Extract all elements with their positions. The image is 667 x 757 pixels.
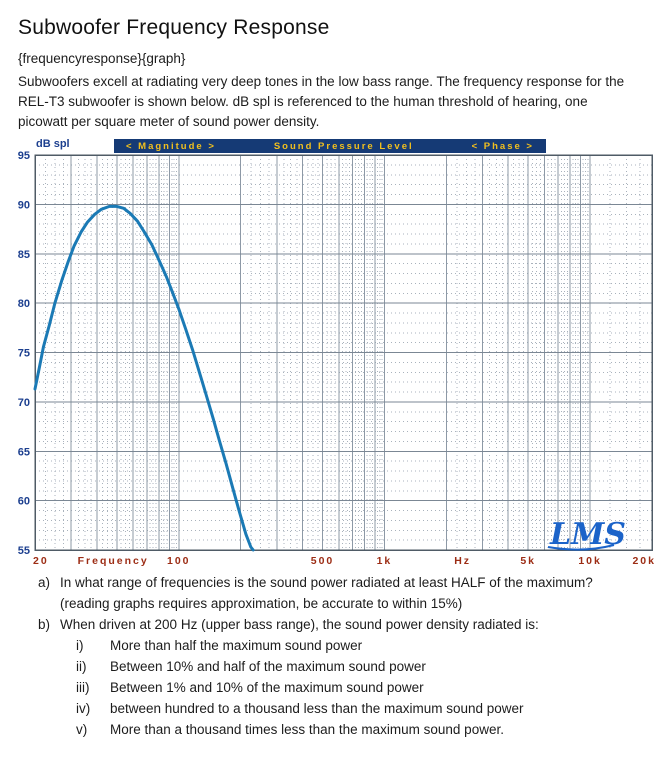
x-tick-label: Frequency bbox=[78, 555, 149, 567]
option-iv-text: between hundred to a thousand less than … bbox=[110, 701, 524, 716]
question-b-label: b) bbox=[38, 617, 51, 632]
y-tick-label: 95 bbox=[18, 150, 30, 162]
y-tick-label: 85 bbox=[18, 249, 30, 261]
phase-toggle: < Phase > bbox=[471, 140, 534, 152]
y-tick-label: 90 bbox=[18, 199, 30, 211]
x-tick-label: 1k bbox=[377, 555, 393, 567]
option-iv: iv) between hundred to a thousand less t… bbox=[76, 698, 618, 719]
x-tick-label: 500 bbox=[311, 555, 335, 567]
option-v: v) More than a thousand times less than … bbox=[76, 719, 618, 740]
y-tick-label: 70 bbox=[18, 397, 30, 409]
option-iii: iii) Between 1% and 10% of the maximum s… bbox=[76, 677, 618, 698]
lms-logo-underline bbox=[547, 544, 615, 551]
x-tick-label: 10k bbox=[578, 555, 602, 567]
option-ii: ii) Between 10% and half of the maximum … bbox=[76, 656, 618, 677]
option-i: i) More than half the maximum sound powe… bbox=[76, 635, 618, 656]
graph-title: Sound Pressure Level bbox=[273, 140, 414, 152]
page-title: Subwoofer Frequency Response bbox=[18, 16, 330, 39]
option-iii-text: Between 1% and 10% of the maximum sound … bbox=[110, 680, 424, 695]
y-tick-label: 75 bbox=[18, 348, 30, 360]
option-i-label: i) bbox=[76, 638, 84, 653]
option-ii-text: Between 10% and half of the maximum soun… bbox=[110, 659, 426, 674]
question-b-text: When driven at 200 Hz (upper bass range)… bbox=[60, 617, 539, 632]
lms-logo: LMS bbox=[549, 517, 626, 552]
x-tick-label: 100 bbox=[167, 555, 191, 567]
x-tick-label: 20 bbox=[33, 555, 49, 567]
frequency-response-graph: dB spl < Magnitude > Sound Pressure Leve… bbox=[14, 138, 660, 568]
option-iv-label: iv) bbox=[76, 701, 91, 716]
y-tick-label: 65 bbox=[18, 446, 30, 458]
option-v-label: v) bbox=[76, 722, 88, 737]
question-b: b) When driven at 200 Hz (upper bass ran… bbox=[38, 614, 618, 635]
y-tick-label: 60 bbox=[18, 496, 30, 508]
intro-paragraph: Subwoofers excell at radiating very deep… bbox=[18, 74, 625, 129]
x-tick-label: Hz bbox=[454, 555, 471, 567]
x-tick-label: 20k bbox=[632, 555, 656, 567]
spl-curve bbox=[33, 204, 255, 552]
x-tick-label: 5k bbox=[520, 555, 536, 567]
y-tick-label: 80 bbox=[18, 298, 30, 310]
question-a-text: In what range of frequencies is the soun… bbox=[60, 575, 593, 611]
question-a: a) In what range of frequencies is the s… bbox=[38, 572, 618, 614]
option-iii-label: iii) bbox=[76, 680, 90, 695]
tag-line: {frequencyresponse}{graph} bbox=[18, 51, 186, 66]
questions-section: a) In what range of frequencies is the s… bbox=[38, 572, 618, 740]
option-i-text: More than half the maximum sound power bbox=[110, 638, 363, 653]
y-axis-title: dB spl bbox=[36, 138, 70, 150]
option-v-text: More than a thousand times less than the… bbox=[110, 722, 504, 737]
question-a-label: a) bbox=[38, 575, 51, 590]
option-ii-label: ii) bbox=[76, 659, 87, 674]
graph-header-band: < Magnitude > Sound Pressure Level < Pha… bbox=[114, 139, 546, 153]
y-tick-label: 55 bbox=[18, 545, 30, 557]
magnitude-toggle: < Magnitude > bbox=[126, 140, 216, 152]
